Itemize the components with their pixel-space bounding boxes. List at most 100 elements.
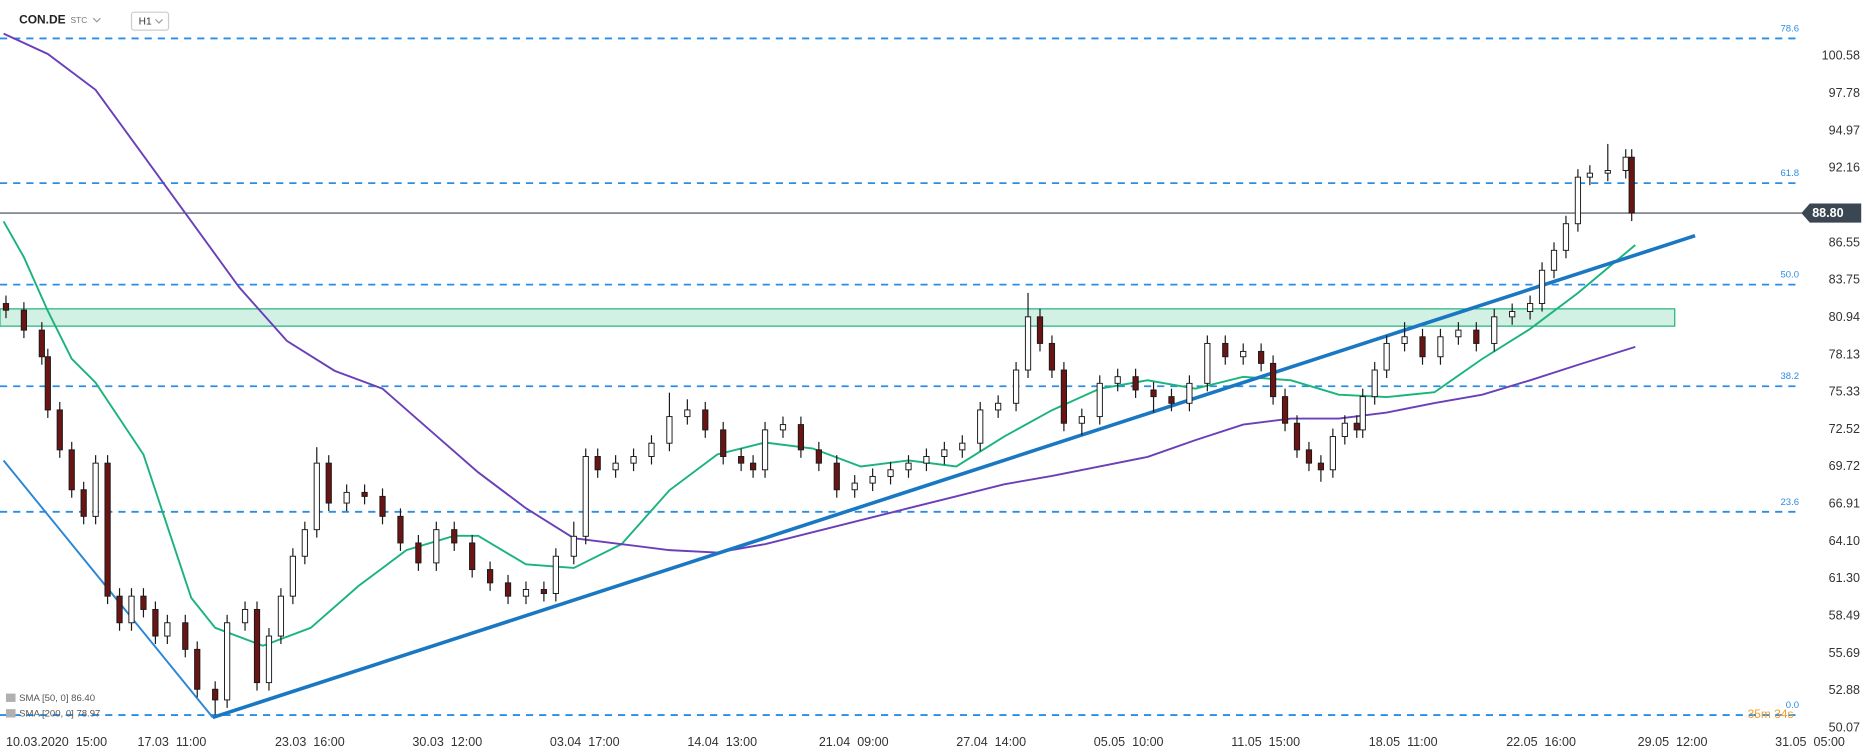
candle-body [702, 409, 709, 431]
candle-body [1455, 329, 1462, 338]
candle-body [241, 608, 249, 624]
candle-body [56, 409, 63, 451]
x-tick-label: 10.03.2020 15:00 [6, 735, 107, 749]
foreground-layer: 100.58 97.78 94.97 92.16 86.55 83.75 80.94 78.1… [2, 49, 1862, 749]
candle-body [68, 449, 75, 491]
interval: H1 [139, 16, 152, 27]
moving-average-line [3, 32, 1636, 554]
y-tick-label: 100.58 [1822, 49, 1860, 63]
x-tick-label: 11.05 15:00 [1231, 735, 1300, 749]
candle-body [761, 429, 769, 471]
candle-body [995, 402, 1002, 411]
bar-countdown: 35m 34s [1748, 707, 1794, 721]
candle-body [379, 495, 386, 517]
candle-body [1401, 336, 1408, 344]
candle-body [116, 595, 123, 624]
candle-body [959, 442, 966, 451]
candle-body [797, 424, 805, 451]
candle-body [92, 462, 99, 517]
x-tick-label: 27.04 14:00 [956, 735, 1026, 749]
y-tick-label: 66.91 [1829, 497, 1860, 511]
candle-body [397, 515, 404, 544]
fib-level-label: 78.6 [1780, 23, 1799, 34]
y-tick-label: 72.52 [1829, 422, 1860, 436]
candle-body [2, 303, 10, 311]
candle-body [648, 442, 655, 457]
candle-body [487, 569, 494, 584]
candle-body [1419, 336, 1426, 358]
candle-body [582, 456, 589, 537]
candle-body [869, 475, 876, 484]
candle-body [152, 608, 159, 637]
fib-level-label: 61.8 [1780, 168, 1799, 179]
candle-body [433, 529, 440, 564]
candle-body [1586, 172, 1593, 178]
candle-body [1036, 316, 1044, 344]
y-tick-label: 92.16 [1829, 161, 1860, 175]
candle-body [1132, 376, 1139, 391]
candle-body [833, 462, 840, 491]
candle-body [738, 456, 745, 464]
x-tick-label: 30.03 12:00 [412, 735, 482, 749]
last-price-label: 88.80 [1812, 206, 1843, 220]
candle-body [1509, 311, 1516, 318]
candle-body [941, 449, 948, 457]
candle-body [1371, 369, 1378, 398]
candle-body [1186, 382, 1193, 404]
legend-icon [5, 693, 16, 702]
candle-body [343, 491, 350, 504]
candle-body [38, 329, 45, 358]
candle-body [1258, 350, 1265, 364]
candle-body [684, 409, 691, 418]
moving-average-line [2, 220, 1636, 647]
candle-body [451, 529, 458, 544]
candle-body [905, 462, 912, 471]
fib-level-label: 38.2 [1780, 371, 1799, 382]
fib-level-label: 50.0 [1780, 270, 1799, 281]
candle-body [749, 462, 757, 471]
candle-body [720, 429, 727, 457]
y-tick-label: 80.94 [1829, 310, 1860, 324]
candle-body [1024, 316, 1032, 371]
fib-level-label: 0.0 [1786, 700, 1799, 711]
candle-body [1317, 462, 1325, 471]
y-tick-label: 75.33 [1829, 385, 1860, 399]
candle-body [1150, 389, 1157, 398]
candle-body [779, 424, 787, 431]
x-tick-label: 22.05 16:00 [1506, 735, 1576, 749]
candle-body [194, 648, 201, 690]
legend-icon [5, 709, 16, 718]
symbol: CON.DE [19, 13, 65, 27]
candle-body [1622, 156, 1629, 171]
dropdown-arrow[interactable] [92, 17, 101, 23]
candle-body [1168, 396, 1175, 404]
candle-body [361, 491, 368, 497]
candle-body [313, 462, 320, 531]
candle-body [212, 688, 219, 701]
candle-body [977, 409, 984, 444]
candle-body [1473, 329, 1480, 344]
candle-body [80, 489, 87, 517]
candle-body [1281, 396, 1289, 424]
y-tick-label: 55.69 [1829, 646, 1860, 660]
candle-body [265, 635, 273, 684]
candle-body [887, 469, 894, 477]
candle-body [666, 416, 673, 444]
candle-body [1060, 369, 1068, 424]
candle-body [1293, 422, 1301, 451]
candle-body [325, 462, 332, 504]
candle-body [128, 595, 135, 624]
candle-body [164, 622, 171, 637]
exchange: STC [71, 15, 88, 25]
candle-body [20, 309, 28, 331]
candle-body [1359, 396, 1366, 431]
x-tick-label: 21.04 09:00 [819, 735, 889, 749]
candle-body [277, 595, 285, 637]
candle-body [570, 535, 577, 557]
candle-body [140, 595, 147, 610]
interval-selector[interactable] [130, 11, 170, 31]
candle-body [540, 589, 548, 594]
candle-body [1538, 269, 1546, 305]
